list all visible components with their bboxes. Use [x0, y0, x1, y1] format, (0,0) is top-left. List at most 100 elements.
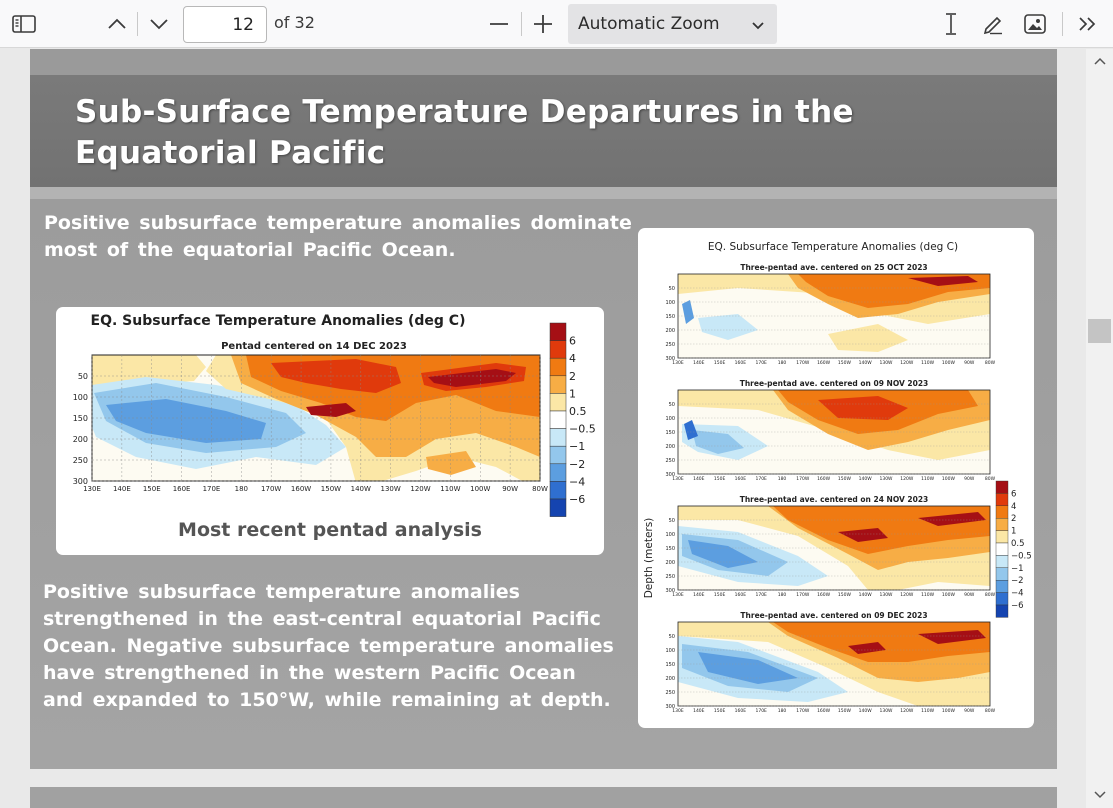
side-colorbar-label: −0.5: [1011, 551, 1032, 561]
side-y-tick-label: 300: [665, 356, 675, 362]
vertical-scrollbar[interactable]: [1086, 49, 1113, 808]
side-y-tick-label: 100: [665, 416, 675, 422]
side-x-tick-label: 110W: [921, 708, 935, 714]
side-x-tick-label: 130E: [672, 360, 684, 366]
main-x-tick-label: 170E: [203, 485, 221, 493]
add-image-icon[interactable]: [1021, 10, 1049, 38]
chevron-down-icon[interactable]: [144, 10, 174, 38]
main-x-tick-label: 140E: [113, 485, 131, 493]
side-x-tick-label: 180: [778, 476, 787, 482]
scroll-down-icon[interactable]: [1092, 789, 1107, 801]
side-x-tick-label: 140E: [693, 476, 705, 482]
side-x-tick-label: 170E: [755, 708, 767, 714]
side-y-tick-label: 150: [665, 314, 675, 320]
main-colorbar-swatch: [549, 410, 567, 429]
side-x-tick-label: 90W: [964, 360, 975, 366]
side-x-tick-label: 180: [778, 592, 787, 598]
side-x-tick-label: 160E: [735, 476, 747, 482]
main-x-ticks: 130E 140E 150E 160E 170E 180 170W 160W 150W 140W 1…: [83, 355, 548, 493]
side-x-tick-label: 100W: [942, 708, 956, 714]
side-colorbar-swatch: [995, 530, 1009, 544]
side-y-tick-label: 100: [665, 648, 675, 654]
main-colorbar-swatch: [549, 322, 567, 341]
main-colorbar-label: −6: [569, 493, 585, 506]
side-x-tick-label: 150W: [838, 476, 852, 482]
side-x-tick-label: 150E: [714, 476, 726, 482]
main-y-ticks: 50 100 150 200 250 300: [73, 372, 540, 486]
main-colorbar-swatch: [549, 340, 567, 359]
main-colorbar-swatch: [549, 393, 567, 412]
scroll-up-icon[interactable]: [1092, 55, 1107, 67]
side-colorbar-label: −6: [1011, 601, 1024, 611]
side-colorbar: 6 4 2 1 0.5 −0.5 −1 −2 −4 −6: [995, 480, 1032, 618]
main-x-tick-label: 100W: [470, 485, 490, 493]
main-colorbar-swatch: [549, 428, 567, 447]
side-x-tick-label: 180: [778, 360, 787, 366]
toolbar-divider: [521, 12, 522, 36]
main-colorbar-swatch: [549, 445, 567, 465]
side-x-tick-label: 160W: [817, 708, 831, 714]
slide-paragraph-2: Positive subsurface temperature anomalie…: [43, 581, 614, 711]
side-panel-subtitle: Three-pentad ave. centered on 09 DEC 202…: [740, 611, 927, 620]
toolbar-divider: [137, 12, 138, 36]
main-colorbar-swatch: [549, 481, 567, 500]
side-x-tick-label: 140W: [859, 592, 873, 598]
chevron-up-icon[interactable]: [102, 10, 132, 38]
side-x-tick-label: 130W: [879, 476, 893, 482]
main-x-tick-label: 120W: [410, 485, 430, 493]
side-contour: [688, 540, 758, 568]
main-y-tick-label: 50: [78, 372, 88, 381]
side-contour: [682, 300, 694, 324]
side-x-tick-label: 140E: [693, 360, 705, 366]
side-y-tick-label: 300: [665, 588, 675, 594]
side-x-tick-label: 130E: [672, 708, 684, 714]
main-chart-title: EQ. Subsurface Temperature Anomalies (de…: [91, 313, 466, 329]
side-y-tick-label: 250: [665, 690, 675, 696]
side-x-tick-label: 110W: [921, 592, 935, 598]
side-x-tick-label: 90W: [964, 708, 975, 714]
main-colorbar: 6 4 2 1 0.5 −0.5 −1 −2 −4 −6: [549, 322, 596, 517]
sidebar-toggle-icon[interactable]: [8, 10, 40, 38]
side-y-tick-label: 250: [665, 574, 675, 580]
side-x-tick-label: 100W: [942, 476, 956, 482]
side-y-tick-label: 100: [665, 300, 675, 306]
side-x-tick-label: 140E: [693, 708, 705, 714]
zoom-select[interactable]: Automatic Zoom: [568, 4, 777, 44]
side-x-tick-label: 90W: [964, 476, 975, 482]
next-pdf-page: [30, 787, 1057, 808]
double-chevron-icon[interactable]: [1074, 10, 1102, 38]
side-panels: Three-pentad ave. centered on 25 OCT 202…: [665, 263, 995, 714]
pdf-page: Sub-Surface Temperature Departures in th…: [30, 49, 1057, 769]
main-figure-caption: Most recent pentad analysis: [178, 519, 482, 541]
side-y-tick-label: 150: [665, 662, 675, 668]
main-x-tick-label: 110W: [440, 485, 460, 493]
side-y-tick-label: 200: [665, 560, 675, 566]
main-y-tick-label: 100: [73, 393, 88, 402]
side-x-tick-label: 80W: [985, 592, 996, 598]
document-viewer[interactable]: Sub-Surface Temperature Departures in th…: [0, 49, 1086, 808]
side-colorbar-label: 0.5: [1011, 539, 1025, 549]
side-contour: [918, 512, 986, 526]
main-colorbar-label: −2: [569, 458, 585, 471]
side-x-tick-label: 90W: [964, 592, 975, 598]
side-x-tick-label: 140E: [693, 592, 705, 598]
main-x-tick-label: 130W: [381, 485, 401, 493]
side-x-tick-label: 170E: [755, 592, 767, 598]
main-figure: EQ. Subsurface Temperature Anomalies (de…: [56, 307, 604, 555]
toolbar-divider: [1062, 12, 1063, 36]
main-colorbar-label: 2: [569, 370, 576, 383]
side-colorbar-swatch: [995, 542, 1009, 556]
page-number-input[interactable]: [183, 6, 267, 43]
main-x-tick-label: 80W: [532, 485, 548, 493]
plus-icon[interactable]: [529, 10, 557, 38]
pen-icon[interactable]: [979, 10, 1007, 38]
side-colorbar-swatch: [995, 555, 1009, 568]
text-cursor-icon[interactable]: [938, 10, 964, 38]
side-x-tick-label: 120W: [900, 708, 914, 714]
main-x-tick-label: 170W: [261, 485, 281, 493]
minus-icon[interactable]: [485, 10, 513, 38]
main-colorbar-label: −0.5: [569, 423, 596, 436]
scrollbar-thumb[interactable]: [1088, 319, 1111, 343]
side-panel-subtitle: Three-pentad ave. centered on 25 OCT 202…: [740, 263, 927, 272]
